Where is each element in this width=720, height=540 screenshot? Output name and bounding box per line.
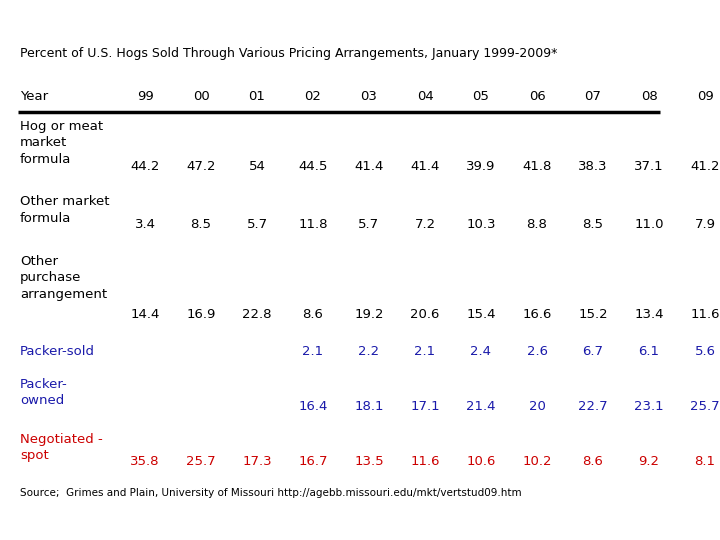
Text: 5.7: 5.7 (246, 218, 268, 231)
Text: 04: 04 (417, 90, 433, 103)
Text: 54: 54 (248, 160, 266, 173)
Text: 16.7: 16.7 (298, 455, 328, 468)
Text: 9.2: 9.2 (639, 455, 660, 468)
Text: 08: 08 (641, 90, 657, 103)
Text: 41.8: 41.8 (522, 160, 552, 173)
Text: Other
purchase
arrangement: Other purchase arrangement (20, 255, 107, 301)
Text: 15.2: 15.2 (578, 308, 608, 321)
Text: 8.5: 8.5 (191, 218, 212, 231)
Text: 03: 03 (361, 90, 377, 103)
Text: 41.4: 41.4 (410, 160, 440, 173)
Text: Packer-sold: Packer-sold (20, 345, 95, 358)
Text: Negotiated -
spot: Negotiated - spot (20, 433, 103, 462)
Text: 13.5: 13.5 (354, 455, 384, 468)
Text: 01: 01 (248, 90, 266, 103)
Text: 16.4: 16.4 (298, 400, 328, 413)
Text: 20: 20 (528, 400, 546, 413)
Text: 44.5: 44.5 (298, 160, 328, 173)
Text: 10.6: 10.6 (467, 455, 495, 468)
Text: 15.4: 15.4 (467, 308, 496, 321)
Text: 41.2: 41.2 (690, 160, 720, 173)
Text: 21.4: 21.4 (467, 400, 496, 413)
Text: 37.1: 37.1 (634, 160, 664, 173)
Text: 18.1: 18.1 (354, 400, 384, 413)
Text: 11.0: 11.0 (634, 218, 664, 231)
Text: 47.2: 47.2 (186, 160, 216, 173)
Text: 8.8: 8.8 (526, 218, 547, 231)
Text: 25.7: 25.7 (690, 400, 720, 413)
Text: 10.3: 10.3 (467, 218, 496, 231)
Text: 22.7: 22.7 (578, 400, 608, 413)
Text: 8.6: 8.6 (302, 308, 323, 321)
Text: 8.6: 8.6 (582, 455, 603, 468)
Text: 13.4: 13.4 (634, 308, 664, 321)
Text: 2.1: 2.1 (415, 345, 436, 358)
Text: 3.4: 3.4 (135, 218, 156, 231)
Text: 02: 02 (305, 90, 321, 103)
Text: 06: 06 (528, 90, 545, 103)
Text: 5.7: 5.7 (359, 218, 379, 231)
Text: 25.7: 25.7 (186, 455, 216, 468)
Text: 39.9: 39.9 (467, 160, 495, 173)
Text: 7.2: 7.2 (415, 218, 436, 231)
Text: 2.4: 2.4 (470, 345, 492, 358)
Text: 99: 99 (137, 90, 153, 103)
Text: 16.6: 16.6 (522, 308, 552, 321)
Text: 07: 07 (585, 90, 601, 103)
Text: 10.2: 10.2 (522, 455, 552, 468)
Text: 20.6: 20.6 (410, 308, 440, 321)
Text: 44.2: 44.2 (130, 160, 160, 173)
Text: 09: 09 (697, 90, 714, 103)
Text: Other market
formula: Other market formula (20, 195, 109, 225)
Text: 2.6: 2.6 (526, 345, 547, 358)
Text: 2.1: 2.1 (302, 345, 323, 358)
Text: 6.7: 6.7 (582, 345, 603, 358)
Text: 22.8: 22.8 (242, 308, 271, 321)
Text: 17.3: 17.3 (242, 455, 272, 468)
Text: 23.1: 23.1 (634, 400, 664, 413)
Text: 11.6: 11.6 (690, 308, 720, 321)
Text: Percent of U.S. Hogs Sold Through Various Pricing Arrangements, January 1999-200: Percent of U.S. Hogs Sold Through Variou… (20, 47, 557, 60)
Text: 8.1: 8.1 (695, 455, 716, 468)
Text: 11.8: 11.8 (298, 218, 328, 231)
Text: 16.9: 16.9 (186, 308, 216, 321)
Text: 11.6: 11.6 (410, 455, 440, 468)
Text: 5.6: 5.6 (695, 345, 716, 358)
Text: Source;  Grimes and Plain, University of Missouri http://agebb.missouri.edu/mkt/: Source; Grimes and Plain, University of … (20, 488, 521, 498)
Text: 8.5: 8.5 (582, 218, 603, 231)
Text: 05: 05 (472, 90, 490, 103)
Text: 14.4: 14.4 (130, 308, 160, 321)
Text: Hog or meat
market
formula: Hog or meat market formula (20, 120, 103, 166)
Text: 7.9: 7.9 (695, 218, 716, 231)
Text: 00: 00 (193, 90, 210, 103)
Text: 17.1: 17.1 (410, 400, 440, 413)
Text: 6.1: 6.1 (639, 345, 660, 358)
Text: 35.8: 35.8 (130, 455, 160, 468)
Text: Year: Year (20, 90, 48, 103)
Text: 19.2: 19.2 (354, 308, 384, 321)
Text: 38.3: 38.3 (578, 160, 608, 173)
Text: Packer-
owned: Packer- owned (20, 378, 68, 408)
Text: 2.2: 2.2 (359, 345, 379, 358)
Text: 41.4: 41.4 (354, 160, 384, 173)
